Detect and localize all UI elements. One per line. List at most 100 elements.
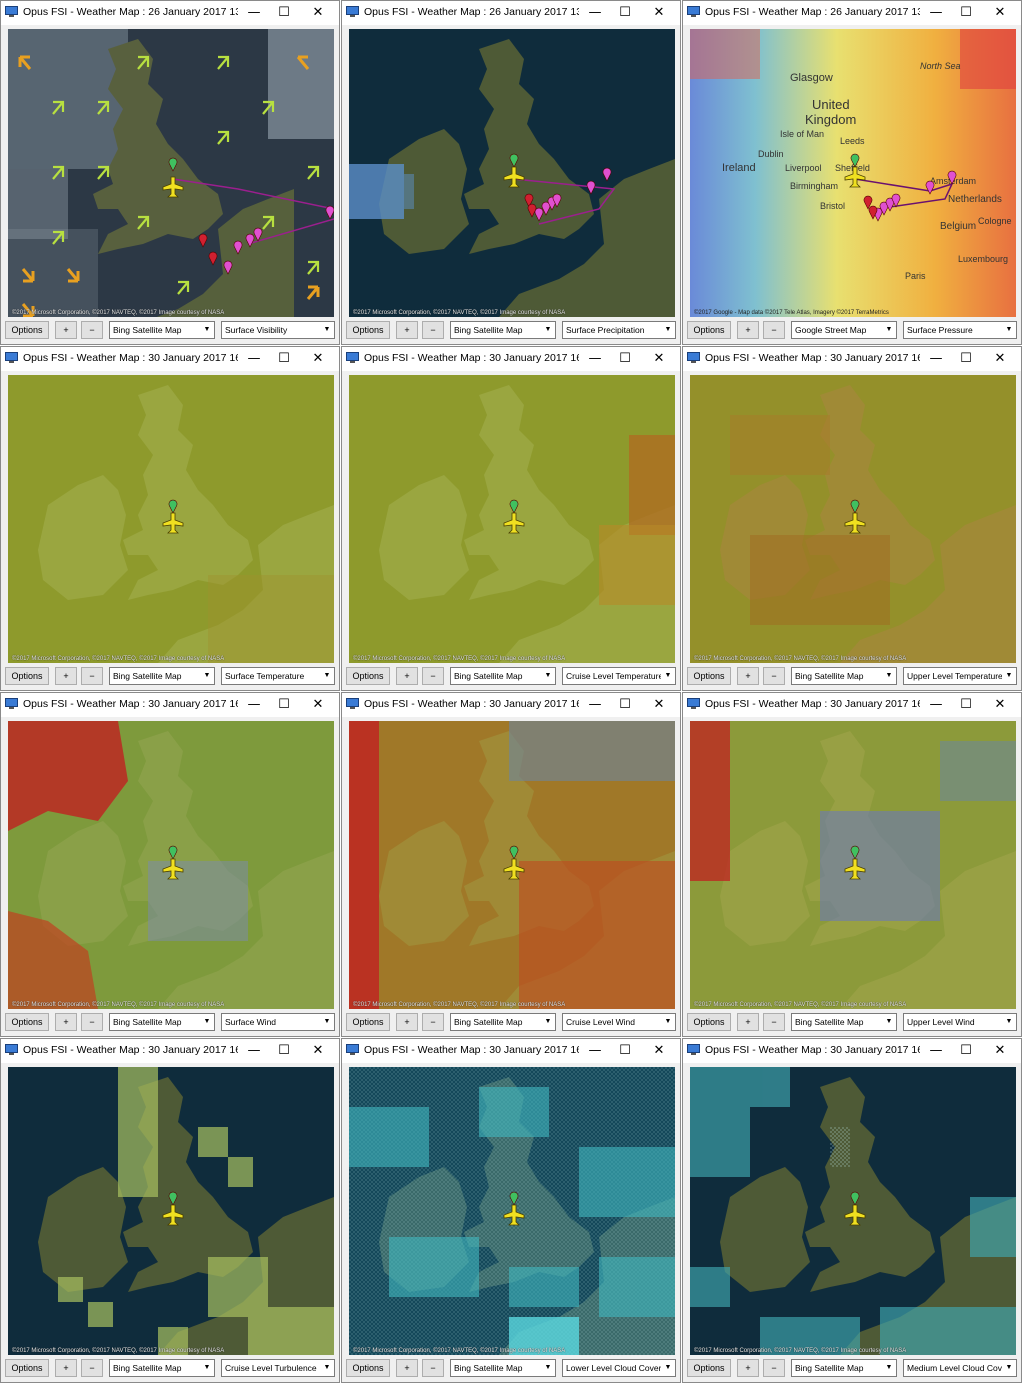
close-button[interactable]: ✕ [653, 697, 665, 712]
minimize-button[interactable]: — [929, 697, 943, 712]
close-button[interactable]: ✕ [312, 1043, 324, 1058]
maximize-button[interactable]: ☐ [619, 1043, 631, 1058]
weather-layer-dropdown[interactable]: Cruise Level Temperature ▼ [562, 667, 676, 685]
title-bar[interactable]: Opus FSI - Weather Map : 26 January 2017… [683, 1, 1021, 25]
maximize-button[interactable]: ☐ [278, 351, 290, 366]
map-view[interactable]: ©2017 Microsoft Corporation, ©2017 NAVTE… [690, 1067, 1016, 1355]
maximize-button[interactable]: ☐ [278, 5, 290, 20]
weather-layer-dropdown[interactable]: Surface Precipitation ▼ [562, 321, 676, 339]
maximize-button[interactable]: ☐ [619, 697, 631, 712]
map-view[interactable]: ©2017 Microsoft Corporation, ©2017 NAVTE… [349, 375, 675, 663]
zoom-out-button[interactable]: − [422, 1359, 444, 1377]
maximize-button[interactable]: ☐ [960, 5, 972, 20]
options-button[interactable]: Options [5, 667, 49, 685]
minimize-button[interactable]: — [929, 1043, 943, 1058]
weather-layer-dropdown[interactable]: Cruise Level Wind ▼ [562, 1013, 676, 1031]
zoom-in-button[interactable]: + [396, 321, 418, 339]
title-bar[interactable]: Opus FSI - Weather Map : 30 January 2017… [1, 347, 339, 371]
close-button[interactable]: ✕ [312, 5, 324, 20]
maximize-button[interactable]: ☐ [960, 697, 972, 712]
zoom-in-button[interactable]: + [55, 667, 77, 685]
title-bar[interactable]: Opus FSI - Weather Map : 30 January 2017… [342, 693, 680, 717]
zoom-in-button[interactable]: + [55, 1013, 77, 1031]
map-view[interactable]: ©2017 Microsoft Corporation, ©2017 NAVTE… [8, 29, 334, 317]
close-button[interactable]: ✕ [653, 351, 665, 366]
close-button[interactable]: ✕ [994, 697, 1006, 712]
zoom-in-button[interactable]: + [55, 321, 77, 339]
zoom-in-button[interactable]: + [396, 1359, 418, 1377]
minimize-button[interactable]: — [929, 351, 943, 366]
title-bar[interactable]: Opus FSI - Weather Map : 30 January 2017… [342, 1039, 680, 1063]
map-source-dropdown[interactable]: Bing Satellite Map ▼ [450, 667, 556, 685]
title-bar[interactable]: Opus FSI - Weather Map : 26 January 2017… [342, 1, 680, 25]
title-bar[interactable]: Opus FSI - Weather Map : 26 January 2017… [1, 1, 339, 25]
minimize-button[interactable]: — [247, 697, 261, 712]
title-bar[interactable]: Opus FSI - Weather Map : 30 January 2017… [342, 347, 680, 371]
map-source-dropdown[interactable]: Bing Satellite Map ▼ [109, 1359, 215, 1377]
weather-layer-dropdown[interactable]: Upper Level Temperature ▼ [903, 667, 1017, 685]
map-source-dropdown[interactable]: Bing Satellite Map ▼ [109, 667, 215, 685]
weather-layer-dropdown[interactable]: Surface Wind ▼ [221, 1013, 335, 1031]
maximize-button[interactable]: ☐ [278, 1043, 290, 1058]
maximize-button[interactable]: ☐ [619, 351, 631, 366]
map-view[interactable]: Glasgow North Sea United Kingdom Isle of… [690, 29, 1016, 317]
zoom-in-button[interactable]: + [737, 667, 759, 685]
map-source-dropdown[interactable]: Bing Satellite Map ▼ [450, 321, 556, 339]
zoom-out-button[interactable]: − [81, 667, 103, 685]
zoom-out-button[interactable]: − [763, 321, 785, 339]
options-button[interactable]: Options [5, 321, 49, 339]
map-source-dropdown[interactable]: Bing Satellite Map ▼ [109, 1013, 215, 1031]
zoom-out-button[interactable]: − [763, 667, 785, 685]
weather-layer-dropdown[interactable]: Surface Pressure ▼ [903, 321, 1017, 339]
maximize-button[interactable]: ☐ [960, 351, 972, 366]
map-source-dropdown[interactable]: Bing Satellite Map ▼ [791, 1013, 897, 1031]
title-bar[interactable]: Opus FSI - Weather Map : 30 January 2017… [683, 347, 1021, 371]
options-button[interactable]: Options [346, 1013, 390, 1031]
options-button[interactable]: Options [687, 667, 731, 685]
close-button[interactable]: ✕ [653, 1043, 665, 1058]
options-button[interactable]: Options [346, 667, 390, 685]
map-view[interactable]: ©2017 Microsoft Corporation, ©2017 NAVTE… [349, 29, 675, 317]
maximize-button[interactable]: ☐ [960, 1043, 972, 1058]
weather-layer-dropdown[interactable]: Medium Level Cloud Cov ▼ [903, 1359, 1017, 1377]
close-button[interactable]: ✕ [994, 5, 1006, 20]
title-bar[interactable]: Opus FSI - Weather Map : 30 January 2017… [1, 693, 339, 717]
map-source-dropdown[interactable]: Google Street Map ▼ [791, 321, 897, 339]
maximize-button[interactable]: ☐ [619, 5, 631, 20]
options-button[interactable]: Options [346, 1359, 390, 1377]
close-button[interactable]: ✕ [994, 1043, 1006, 1058]
zoom-in-button[interactable]: + [396, 1013, 418, 1031]
weather-layer-dropdown[interactable]: Surface Temperature ▼ [221, 667, 335, 685]
minimize-button[interactable]: — [588, 5, 602, 20]
map-view[interactable]: ©2017 Microsoft Corporation, ©2017 NAVTE… [8, 721, 334, 1009]
zoom-in-button[interactable]: + [737, 1359, 759, 1377]
map-view[interactable]: ©2017 Microsoft Corporation, ©2017 NAVTE… [349, 721, 675, 1009]
close-button[interactable]: ✕ [653, 5, 665, 20]
weather-layer-dropdown[interactable]: Lower Level Cloud Cover ▼ [562, 1359, 676, 1377]
map-view[interactable]: ©2017 Microsoft Corporation, ©2017 NAVTE… [8, 375, 334, 663]
minimize-button[interactable]: — [247, 1043, 261, 1058]
title-bar[interactable]: Opus FSI - Weather Map : 30 January 2017… [683, 1039, 1021, 1063]
minimize-button[interactable]: — [247, 5, 261, 20]
zoom-in-button[interactable]: + [737, 321, 759, 339]
options-button[interactable]: Options [346, 321, 390, 339]
minimize-button[interactable]: — [588, 351, 602, 366]
title-bar[interactable]: Opus FSI - Weather Map : 30 January 2017… [1, 1039, 339, 1063]
zoom-out-button[interactable]: − [81, 1359, 103, 1377]
weather-layer-dropdown[interactable]: Upper Level Wind ▼ [903, 1013, 1017, 1031]
title-bar[interactable]: Opus FSI - Weather Map : 30 January 2017… [683, 693, 1021, 717]
map-source-dropdown[interactable]: Bing Satellite Map ▼ [791, 667, 897, 685]
options-button[interactable]: Options [687, 321, 731, 339]
map-view[interactable]: ©2017 Microsoft Corporation, ©2017 NAVTE… [349, 1067, 675, 1355]
options-button[interactable]: Options [5, 1359, 49, 1377]
minimize-button[interactable]: — [588, 1043, 602, 1058]
map-source-dropdown[interactable]: Bing Satellite Map ▼ [791, 1359, 897, 1377]
zoom-out-button[interactable]: − [81, 321, 103, 339]
weather-layer-dropdown[interactable]: Cruise Level Turbulence ▼ [221, 1359, 335, 1377]
minimize-button[interactable]: — [929, 5, 943, 20]
minimize-button[interactable]: — [588, 697, 602, 712]
map-source-dropdown[interactable]: Bing Satellite Map ▼ [109, 321, 215, 339]
zoom-out-button[interactable]: − [422, 1013, 444, 1031]
close-button[interactable]: ✕ [312, 351, 324, 366]
close-button[interactable]: ✕ [994, 351, 1006, 366]
